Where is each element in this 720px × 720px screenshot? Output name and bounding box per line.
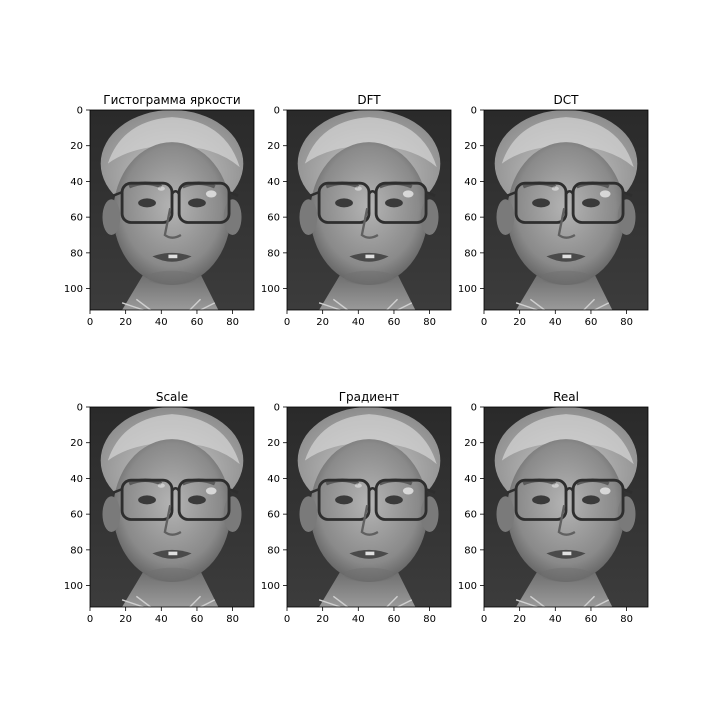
subplot-title: DCT — [554, 93, 580, 107]
y-tick-label: 60 — [70, 213, 83, 224]
y-tick-label: 80 — [267, 248, 280, 259]
y-tick-label: 40 — [70, 474, 83, 485]
face-image — [90, 110, 254, 310]
x-tick-label: 20 — [316, 317, 329, 328]
y-tick-label: 20 — [464, 141, 477, 152]
subplot-title: Real — [553, 390, 579, 404]
y-tick-label: 40 — [70, 177, 83, 188]
x-tick-label: 60 — [585, 614, 598, 625]
x-tick-label: 20 — [513, 317, 526, 328]
y-tick-label: 100 — [64, 284, 83, 295]
x-tick-label: 80 — [620, 317, 633, 328]
face-image — [287, 110, 451, 310]
y-tick-label: 100 — [458, 284, 477, 295]
x-tick-label: 40 — [549, 317, 562, 328]
y-tick-label: 20 — [267, 141, 280, 152]
y-tick-label: 100 — [64, 581, 83, 592]
x-tick-label: 0 — [481, 614, 487, 625]
y-tick-label: 20 — [464, 438, 477, 449]
subplot-title: Scale — [156, 390, 188, 404]
x-tick-label: 80 — [423, 317, 436, 328]
y-tick-label: 40 — [267, 177, 280, 188]
x-tick-label: 40 — [155, 317, 168, 328]
y-tick-label: 0 — [274, 403, 280, 414]
y-tick-label: 40 — [464, 474, 477, 485]
subplot-1: Гистограмма яркости 0 20 40 60 80 0 20 40 60 80 100 — [64, 93, 254, 328]
x-tick-label: 20 — [513, 614, 526, 625]
x-tick-label: 80 — [226, 614, 239, 625]
face-image — [287, 407, 451, 607]
subplot-3: DCT 0 20 40 60 80 0 20 40 60 80 100 — [458, 93, 648, 328]
y-tick-label: 60 — [267, 510, 280, 521]
x-tick-label: 80 — [620, 614, 633, 625]
x-tick-label: 40 — [352, 614, 365, 625]
y-tick-label: 100 — [261, 581, 280, 592]
subplot-title: DFT — [357, 93, 381, 107]
x-tick-label: 60 — [191, 614, 204, 625]
y-tick-label: 100 — [458, 581, 477, 592]
y-tick-label: 40 — [267, 474, 280, 485]
y-tick-label: 0 — [77, 106, 83, 117]
x-tick-label: 60 — [388, 317, 401, 328]
x-tick-label: 0 — [87, 317, 93, 328]
x-tick-label: 60 — [585, 317, 598, 328]
x-tick-label: 0 — [284, 614, 290, 625]
subplot-2: DFT 0 20 40 60 80 0 20 40 60 80 100 — [261, 93, 451, 328]
y-tick-label: 40 — [464, 177, 477, 188]
subplot-4: Scale 0 20 40 60 80 0 20 40 60 80 100 — [64, 390, 254, 625]
x-tick-label: 80 — [423, 614, 436, 625]
x-tick-label: 80 — [226, 317, 239, 328]
subplot-title: Градиент — [339, 390, 400, 404]
x-tick-label: 40 — [155, 614, 168, 625]
x-tick-label: 40 — [352, 317, 365, 328]
y-tick-label: 80 — [464, 545, 477, 556]
y-tick-label: 80 — [70, 248, 83, 259]
y-tick-label: 20 — [70, 438, 83, 449]
x-tick-label: 20 — [119, 614, 132, 625]
y-tick-label: 60 — [267, 213, 280, 224]
x-tick-label: 0 — [87, 614, 93, 625]
x-tick-label: 60 — [191, 317, 204, 328]
face-image — [90, 407, 254, 607]
y-tick-label: 80 — [464, 248, 477, 259]
face-image — [484, 110, 648, 310]
face-image — [484, 407, 648, 607]
y-tick-label: 80 — [267, 545, 280, 556]
subplot-5: Градиент 0 20 40 60 80 0 20 40 60 80 100 — [261, 390, 451, 625]
x-tick-label: 20 — [316, 614, 329, 625]
y-tick-label: 20 — [267, 438, 280, 449]
subplot-6: Real 0 20 40 60 80 0 20 40 60 80 100 — [458, 390, 648, 625]
y-tick-label: 60 — [70, 510, 83, 521]
y-tick-label: 100 — [261, 284, 280, 295]
x-tick-label: 20 — [119, 317, 132, 328]
y-tick-label: 0 — [471, 106, 477, 117]
x-tick-label: 60 — [388, 614, 401, 625]
subplot-title: Гистограмма яркости — [103, 93, 240, 107]
y-tick-label: 60 — [464, 510, 477, 521]
y-tick-label: 0 — [471, 403, 477, 414]
x-tick-label: 40 — [549, 614, 562, 625]
y-tick-label: 80 — [70, 545, 83, 556]
x-tick-label: 0 — [284, 317, 290, 328]
y-tick-label: 0 — [274, 106, 280, 117]
x-tick-label: 0 — [481, 317, 487, 328]
y-tick-label: 60 — [464, 213, 477, 224]
y-tick-label: 0 — [77, 403, 83, 414]
y-tick-label: 20 — [70, 141, 83, 152]
